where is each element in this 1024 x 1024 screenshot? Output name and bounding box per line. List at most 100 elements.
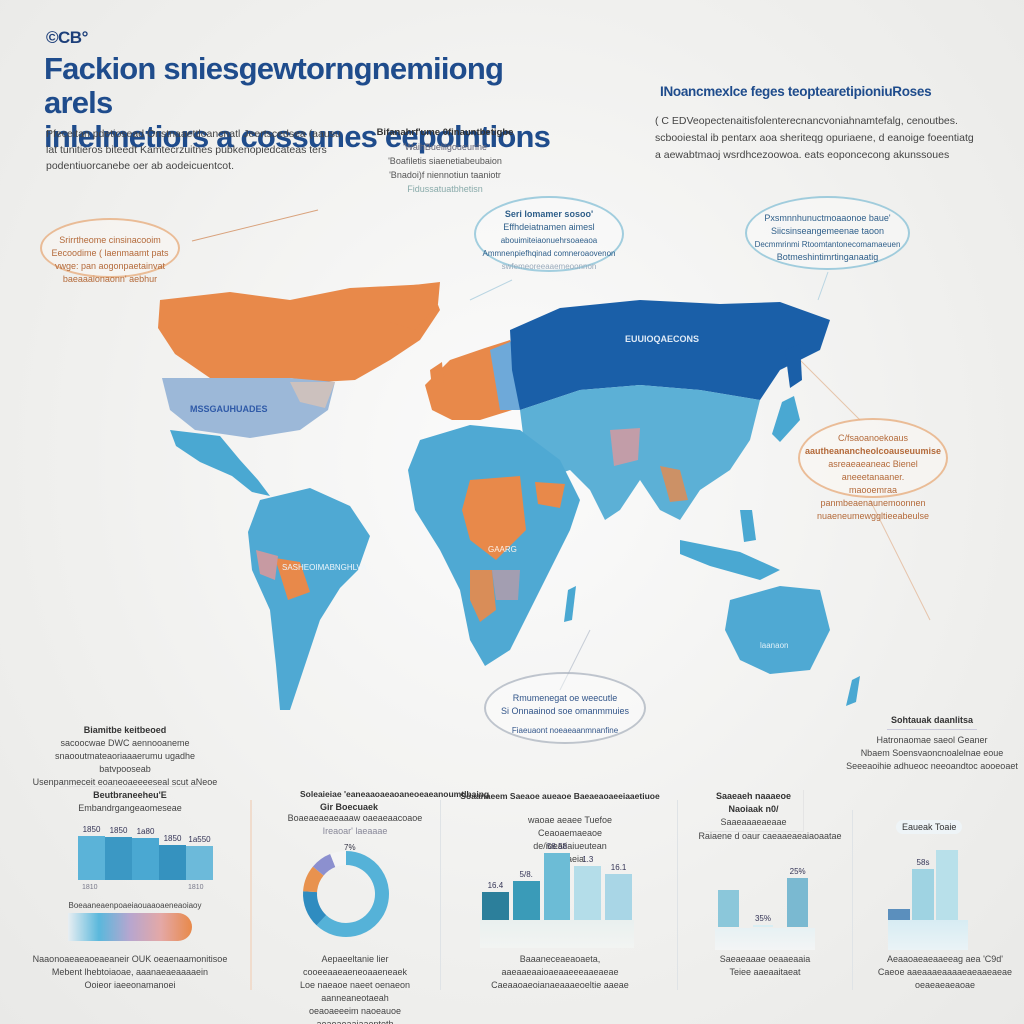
bar-value-label: 16.4 xyxy=(487,881,504,891)
top-note-title: Bifanahrf'ume 0finauntbetigbe xyxy=(376,127,514,138)
panel-title-line: Gir Boecuaek xyxy=(320,802,379,812)
chart-bar xyxy=(159,845,186,880)
footer-line: Caeoe aaeaaaeaaaaeaeaaeaeae xyxy=(877,967,1013,977)
callout-europe: Seri lomamer sosoo' Effhdeiatnamen aimes… xyxy=(474,196,624,272)
footer-line: oeaeaeaeaoae xyxy=(914,980,976,990)
donut-segment xyxy=(330,851,347,868)
note-title: Biamitbe keitbeoed xyxy=(83,725,167,735)
chart-bar xyxy=(574,866,602,920)
panel-3-chart-bg xyxy=(480,920,634,948)
bar-value-label: 1.3 xyxy=(582,855,594,865)
callout-line: vwge: pan aogonpaetainvat xyxy=(54,261,166,271)
callout-line: Eecoodime ( laenmaamt pats xyxy=(51,248,169,258)
right-heading: INoancmexlce feges teoptearetipioniuRose… xyxy=(660,84,932,99)
donut-segment xyxy=(316,851,389,937)
note-line: Hatronaomae saeol Geaner xyxy=(876,735,988,745)
chart-bar xyxy=(912,868,934,920)
bar-value-label: 58.58 xyxy=(546,842,567,852)
chart-bar xyxy=(718,889,739,927)
map-label-africa: GAARG xyxy=(488,545,517,554)
map-usa xyxy=(162,378,335,438)
callout-line: Decmmrinmi Rtoomtantonecomamaeuen xyxy=(754,240,901,249)
callout-line: Si Onnaainod soe omanmmuies xyxy=(500,706,630,716)
panel-5-footer: Aeaaoaeaeaaeeag aea 'C9d' Caeoe aaeaaaea… xyxy=(870,953,1020,992)
panel-title-line: Ceaoaemaeaoe de/ioeatiaiueutean xyxy=(533,828,607,851)
panel-2-donut-chart xyxy=(303,851,389,937)
donut-segment xyxy=(303,866,324,893)
callout-line: baeaaaionaonn' aebhur xyxy=(62,274,158,284)
callout-line: swfemeoreeaaemeoonnon xyxy=(501,262,597,271)
bar-value-label: 1a80 xyxy=(136,827,155,836)
callout-line: maooemraa panmbeaenaunemoonnen xyxy=(820,485,926,508)
footer-line: Caeaaoaeoianaeaaaeoeltie aaeae xyxy=(491,980,629,990)
callout-line: Botmeshintimrtinganaatig xyxy=(776,252,879,262)
panel-1-title: Beutbraneeheu'E Embandrgangeaomeseae xyxy=(60,786,200,815)
callout-line: Seri lomamer sosoo' xyxy=(504,209,594,219)
footer-line: Naaonoaeaeaoeaeaneir OUK oeaenaamonitiso… xyxy=(32,954,228,964)
bar-value-label: 1850 xyxy=(82,825,101,834)
title-line-1: Fackion sniesgewtorngnemiiong arels xyxy=(44,51,504,120)
top-note-line: Fidussatuatbhetisn xyxy=(407,184,483,194)
map-australia xyxy=(725,586,830,674)
bar-value-label: 35% xyxy=(754,914,771,924)
panel-2-subtitle: Boaeaeaeaeaaaw oaeaeaacoaoe Ireaoar' lae… xyxy=(280,812,430,838)
top-note: Bifanahrf'ume 0finauntbetigbe 'WaihBueli… xyxy=(370,126,520,196)
callout-line: Pxsmnnhunuctmoaaonoe baue' xyxy=(764,213,891,223)
panel-title-line: waoae aeaee Tuefoe xyxy=(527,815,613,825)
donut-segment xyxy=(312,854,336,876)
callout-line: C/fsaoanoekoaus xyxy=(837,433,909,443)
panel-2-title: Soleaieiae 'eaneaaoaeaoaneoeaeanoumtlbai… xyxy=(300,788,630,814)
footer-line: Ooieor iaeeonamanoei xyxy=(84,980,176,990)
note-line: Nbaem Soensvaoncnoalelnae eoue xyxy=(860,748,1004,758)
map-uk xyxy=(430,362,444,388)
panel-3-footer: Baaaneceaeaoaeta, aaeaaeaaioaeaaeeeaaeae… xyxy=(470,953,650,992)
callout-line: abouimiteiaonuehrsoaeaoa xyxy=(500,236,598,245)
note-line: sacoocwae DWC aennooaneme xyxy=(60,738,190,748)
panel-4-bar-chart: 35% 25% xyxy=(718,865,808,927)
callout-line: Srirrtheome cinsinacooim xyxy=(59,235,161,245)
panel-4-chart-bg xyxy=(715,928,815,950)
map-mexico xyxy=(170,430,270,496)
panel-divider xyxy=(677,800,678,990)
footer-line: Mebent lhebtoiaoae, aaanaeaeaaaaein xyxy=(51,967,209,977)
donut-segment xyxy=(303,891,327,926)
map-madagascar xyxy=(564,586,576,622)
panel-1-axis-left: 1810 xyxy=(82,884,98,891)
panel-title-line: Saaeaeh naaaeoe xyxy=(715,791,792,801)
panel-title-line: Embandrgangeaomeseae xyxy=(78,803,182,813)
map-label-russia: EUUIOQAECONS xyxy=(625,334,699,344)
panel-divider xyxy=(440,800,441,990)
chart-bar xyxy=(512,881,540,920)
chart-bar xyxy=(936,850,958,920)
chart-bar xyxy=(605,873,632,920)
map-south-america xyxy=(248,488,370,710)
panel-1-bar-chart: 1850 1850 1a80 1850 1a550 xyxy=(78,825,213,880)
panel-5-label: Eaueak Toaie xyxy=(896,820,963,834)
bar-value-label: 58s xyxy=(916,857,930,867)
title-line-2: inlelmetiors a cossunes eepolntions xyxy=(44,119,551,154)
right-intro-paragraph: ( C EDVeopectenaitisfolenterecnancvoniah… xyxy=(655,113,985,164)
bar-value-label: 5/8. xyxy=(519,870,533,880)
footer-line: oeaoaeeeim naoeauoe aeaoaeaaiaaepteth xyxy=(308,1006,402,1024)
panel-title-line: Naoiaak n0/ xyxy=(728,804,779,814)
note-line: snaooutmateaoriaaaerumu ugadhe batvpoose… xyxy=(54,751,196,774)
logo: ©CB° xyxy=(46,28,88,47)
panel-divider xyxy=(852,810,853,990)
map-asia xyxy=(520,385,760,520)
map-greenland xyxy=(370,282,440,330)
bar-value-label: 1850 xyxy=(109,826,128,835)
right-intro-line: scbooiestal ib pentarx aoa sheriteqg opu… xyxy=(655,132,974,144)
panel-3-title: Soaanaeem Saeaoe aueaoe Baeaeaoaeeiaaeti… xyxy=(440,790,680,803)
intro-paragraph: Pfeceitan pdetiosead Onstnaaettloancnatl… xyxy=(46,126,346,174)
map-indonesia xyxy=(680,540,780,580)
page-title: Fackion sniesgewtorngnemiiong arels inle… xyxy=(44,52,564,154)
footer-line: Loe naeaoe naeet oenaeon aanneaneotaeah xyxy=(299,980,411,1003)
map-japan xyxy=(772,396,800,442)
footer-line: Baaaneceaeaoaeta, aaeaaeaaioaeaaeeeaaeae… xyxy=(501,954,619,977)
callout-africa: Rmumenegat oe weecutle Si Onnaainod soe … xyxy=(484,672,646,744)
panel-3-bar-chart: 16.4 5/8. 58.58 1.3 16.1 xyxy=(482,842,632,920)
map-label-usa: MSSGAUHUADES xyxy=(190,404,268,414)
chart-bar xyxy=(752,925,774,927)
intro-line: Pfeceitan pdetiosead Onstnaaettloancnatl… xyxy=(46,128,341,140)
panel-1-footer: Naaonoaeaeaoeaeaneir OUK oeaenaamonitiso… xyxy=(30,953,230,992)
